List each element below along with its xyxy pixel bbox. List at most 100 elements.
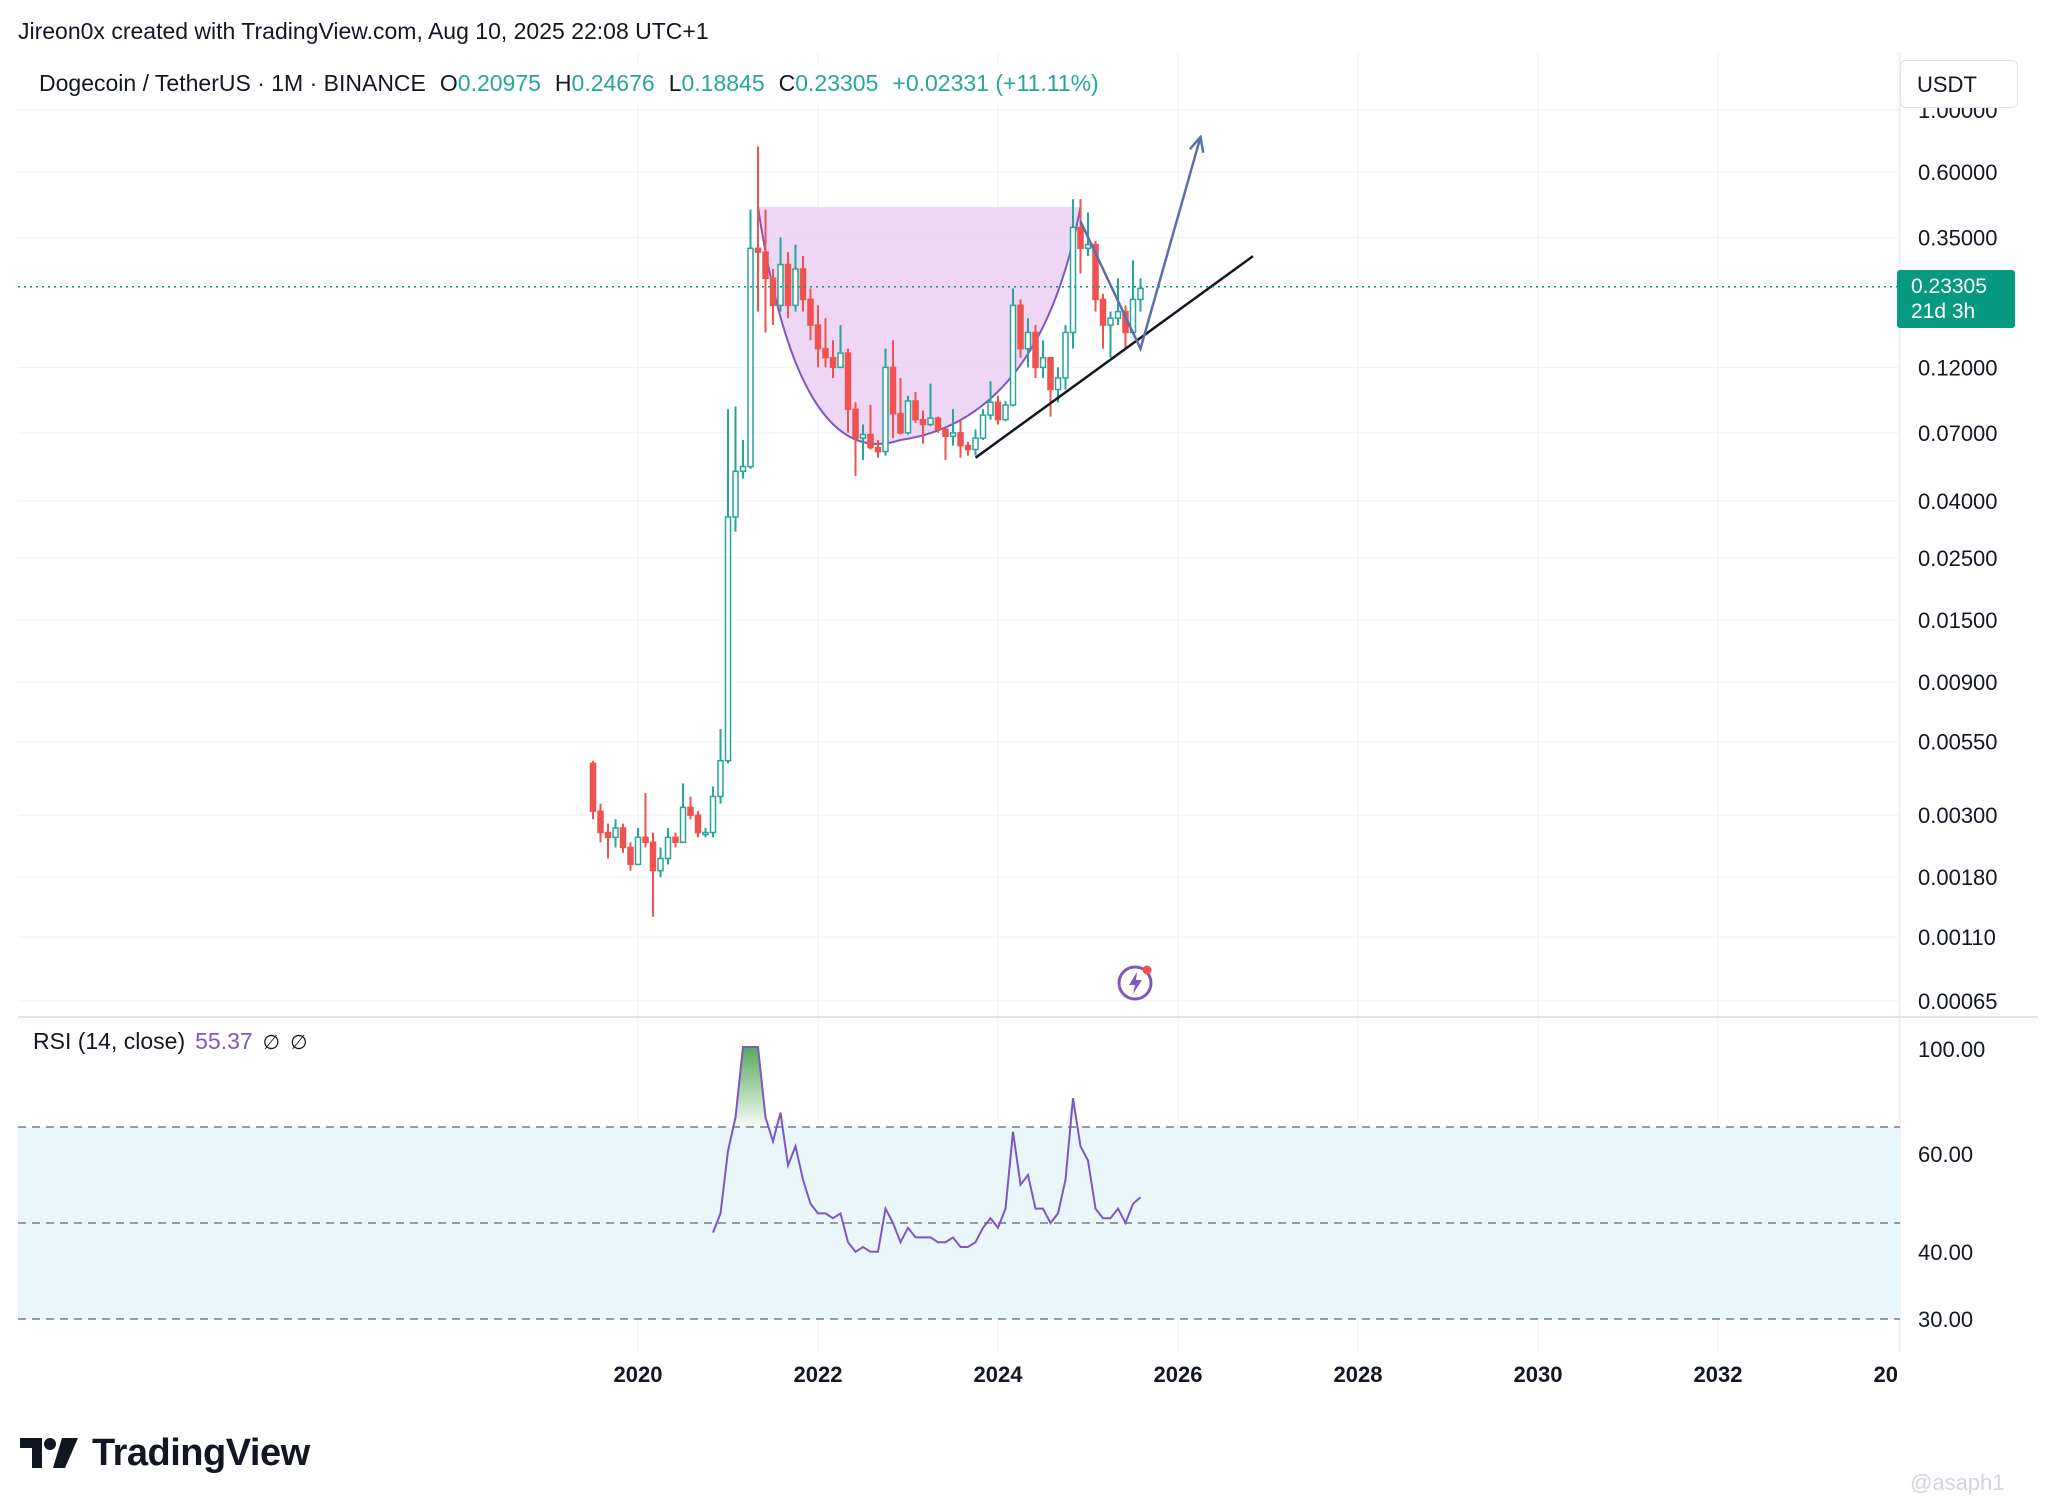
candle-body[interactable] (709, 795, 717, 834)
candle-body[interactable] (867, 433, 874, 449)
candle-body[interactable] (822, 347, 829, 359)
candle-body[interactable] (897, 412, 904, 434)
candle-body[interactable] (1054, 377, 1062, 391)
flash-alert-icon[interactable] (1116, 962, 1156, 1002)
candle-body[interactable] (649, 841, 657, 872)
candle-body[interactable] (664, 836, 672, 860)
candle-body[interactable] (754, 247, 762, 253)
candle-body[interactable] (994, 401, 1002, 421)
candle-body[interactable] (919, 418, 927, 426)
candle-body[interactable] (837, 352, 844, 369)
candle-body[interactable] (987, 401, 994, 416)
support-trendline[interactable] (974, 255, 1254, 459)
candle-body[interactable] (964, 444, 972, 451)
candle-body[interactable] (1009, 304, 1017, 406)
open-value: 0.20975 (457, 70, 541, 96)
rsi-axis-label: 30.00 (1918, 1307, 1973, 1332)
candle-body[interactable] (732, 470, 739, 518)
candle-body[interactable] (1047, 356, 1054, 391)
candle-body[interactable] (634, 836, 642, 866)
candle-body[interactable] (762, 251, 769, 280)
candle-body[interactable] (657, 857, 664, 872)
candle-body[interactable] (807, 298, 814, 326)
candle-body[interactable] (852, 408, 859, 439)
candle-body[interactable] (702, 831, 709, 836)
candle-body[interactable] (949, 432, 957, 438)
candle-body[interactable] (612, 827, 619, 839)
price-chart[interactable]: 1.000000.600000.350000.120000.070000.040… (18, 52, 2038, 1397)
cup-pattern-area[interactable] (758, 206, 1081, 444)
candle-body[interactable] (889, 366, 897, 415)
candle-body[interactable] (1107, 317, 1114, 326)
candle-body[interactable] (927, 417, 934, 426)
candle-body[interactable] (1062, 331, 1069, 379)
candle-body[interactable] (942, 428, 949, 438)
projection-arrowhead (1188, 134, 1205, 154)
candle-body[interactable] (597, 810, 604, 834)
tradingview-logo[interactable]: TradingView (20, 1428, 310, 1478)
cup-curve[interactable] (757, 206, 1082, 445)
candle-body[interactable] (1024, 331, 1032, 350)
candle-body[interactable] (604, 831, 612, 839)
candle-body[interactable] (972, 437, 979, 451)
currency-selector[interactable]: USDT (1900, 60, 2018, 108)
candle-body[interactable] (739, 465, 747, 473)
candle-body[interactable] (912, 400, 919, 421)
projection-path[interactable] (1079, 136, 1202, 353)
candle-body[interactable] (1039, 356, 1047, 369)
change-value: +0.02331 (+11.11%) (892, 70, 1099, 96)
candle-body[interactable] (747, 247, 754, 468)
time-axis-label: 20 (1874, 1362, 1898, 1387)
candle-body[interactable] (1002, 404, 1009, 421)
candle-body[interactable] (979, 414, 987, 439)
rsi-line[interactable] (712, 1046, 1142, 1254)
time-axis-label: 2026 (1154, 1362, 1203, 1387)
candle-body[interactable] (769, 277, 777, 307)
rsi-legend[interactable]: RSI (14, close) 55.37 ∅ ∅ (33, 1028, 308, 1055)
candle-body[interactable] (957, 432, 964, 447)
last-price-value: 0.23305 (1911, 275, 1987, 298)
candle-body[interactable] (1032, 331, 1039, 369)
candle-body[interactable] (777, 263, 784, 307)
candle-body[interactable] (1114, 310, 1122, 319)
rsi-title: RSI (14, close) (33, 1028, 186, 1054)
candle-body[interactable] (724, 516, 732, 762)
candle-body[interactable] (717, 759, 724, 798)
candle-body[interactable] (859, 433, 867, 439)
candle-body[interactable] (829, 356, 837, 369)
candle-body[interactable] (784, 263, 792, 307)
candle-body[interactable] (799, 268, 807, 301)
candle-body[interactable] (1137, 287, 1144, 301)
candle-body[interactable] (934, 417, 942, 431)
candle-body[interactable] (679, 806, 687, 844)
candle-body[interactable] (619, 827, 627, 849)
symbol-name[interactable]: Dogecoin / TetherUS · 1M · BINANCE (39, 70, 426, 96)
candle-body[interactable] (687, 806, 694, 816)
candle-body[interactable] (1017, 304, 1024, 350)
candle-body[interactable] (1092, 243, 1099, 301)
high-label: H (554, 70, 572, 96)
candle-body[interactable] (672, 836, 679, 844)
watermark: @asaph1 (1910, 1470, 2005, 1495)
tradingview-logo-icon (20, 1438, 78, 1468)
candle-body[interactable] (1077, 226, 1084, 250)
close-value: 0.23305 (795, 70, 879, 96)
candle-body[interactable] (1069, 226, 1077, 334)
candle-body[interactable] (814, 324, 822, 350)
rsi-overbought-fill (731, 1047, 1078, 1127)
bar-countdown: 21d 3h (1911, 300, 1976, 323)
candle-body[interactable] (1099, 298, 1107, 326)
candle-body[interactable] (694, 814, 702, 834)
candle-body[interactable] (589, 762, 597, 812)
price-axis-label: 0.00550 (1918, 730, 1998, 755)
candle-body[interactable] (882, 366, 889, 453)
candle-body[interactable] (642, 836, 649, 844)
high-value: 0.24676 (571, 70, 655, 96)
candle-body[interactable] (1084, 243, 1092, 250)
time-axis-label: 2030 (1514, 1362, 1563, 1387)
candle-body[interactable] (874, 446, 882, 453)
candle-body[interactable] (627, 846, 634, 866)
candle-body[interactable] (904, 400, 912, 434)
price-axis-label: 0.01500 (1918, 608, 1998, 633)
candle-body[interactable] (844, 352, 852, 410)
